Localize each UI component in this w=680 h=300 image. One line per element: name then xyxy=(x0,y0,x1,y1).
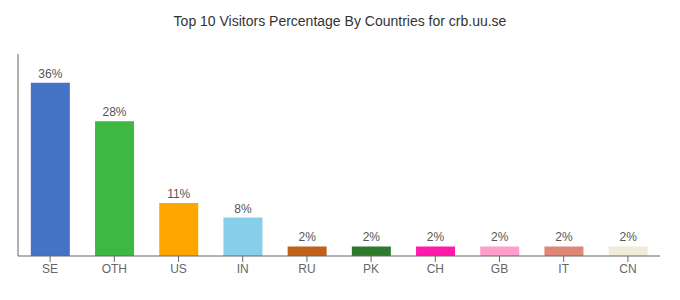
svg-text:28%: 28% xyxy=(103,105,127,119)
svg-text:GB: GB xyxy=(491,262,508,276)
svg-text:RU: RU xyxy=(298,262,315,276)
svg-text:OTH: OTH xyxy=(102,262,127,276)
svg-text:US: US xyxy=(170,262,187,276)
svg-text:CH: CH xyxy=(427,262,444,276)
svg-text:SE: SE xyxy=(42,262,58,276)
svg-text:2%: 2% xyxy=(491,230,509,244)
svg-text:CN: CN xyxy=(619,262,636,276)
svg-text:36%: 36% xyxy=(38,67,62,81)
svg-text:2%: 2% xyxy=(298,230,316,244)
svg-text:11%: 11% xyxy=(167,187,190,201)
svg-text:PK: PK xyxy=(363,262,379,276)
svg-text:8%: 8% xyxy=(234,202,252,216)
svg-text:2%: 2% xyxy=(555,230,573,244)
svg-text:IT: IT xyxy=(558,262,569,276)
svg-text:2%: 2% xyxy=(619,230,637,244)
svg-text:2%: 2% xyxy=(427,230,445,244)
svg-text:IN: IN xyxy=(237,262,249,276)
html-text:Top 10 Visitors Percentage By: Top 10 Visitors Percentage By Countries … xyxy=(173,13,507,29)
svg-text:2%: 2% xyxy=(363,230,381,244)
